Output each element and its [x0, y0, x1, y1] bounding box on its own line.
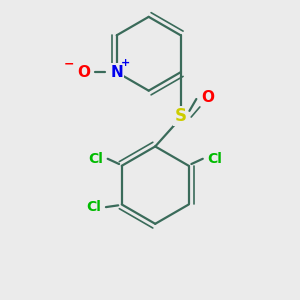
Text: Cl: Cl [86, 200, 101, 214]
Text: −: − [64, 58, 74, 71]
Text: O: O [77, 65, 90, 80]
Text: Cl: Cl [88, 152, 103, 166]
Text: N: N [110, 65, 123, 80]
Text: S: S [175, 107, 187, 125]
Text: +: + [121, 58, 130, 68]
Text: O: O [201, 90, 214, 105]
Text: Cl: Cl [208, 152, 223, 166]
